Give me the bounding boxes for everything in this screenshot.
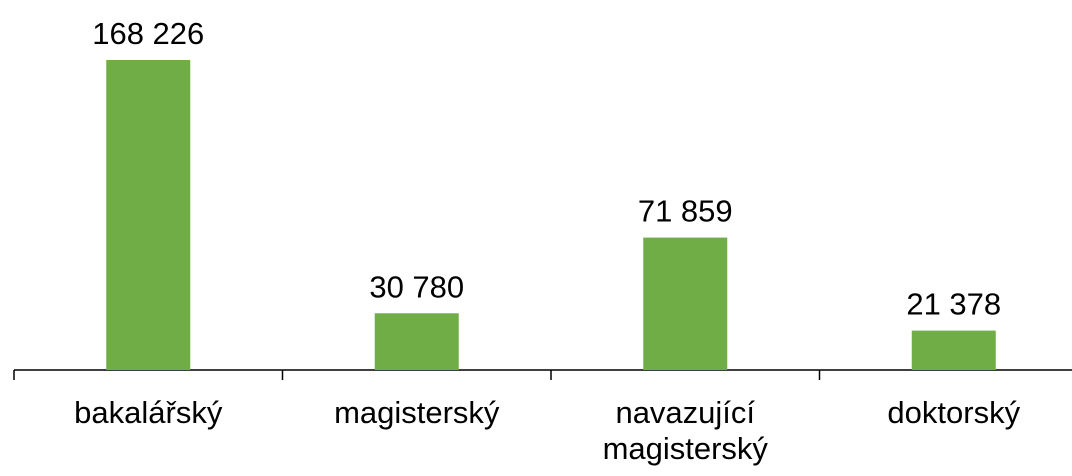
bar [374, 313, 459, 370]
value-label: 71 859 [638, 194, 733, 229]
value-label: 21 378 [906, 287, 1001, 322]
value-label: 30 780 [369, 269, 464, 304]
bar [911, 330, 996, 370]
x-tick-label: magisterský [334, 395, 500, 430]
bar [106, 60, 191, 370]
bar [643, 237, 728, 370]
value-label: 168 226 [92, 16, 204, 51]
x-tick-label: bakalářský [74, 395, 223, 430]
x-tick-label: navazující magisterský [602, 395, 768, 466]
x-tick-label: doktorský [887, 395, 1021, 430]
